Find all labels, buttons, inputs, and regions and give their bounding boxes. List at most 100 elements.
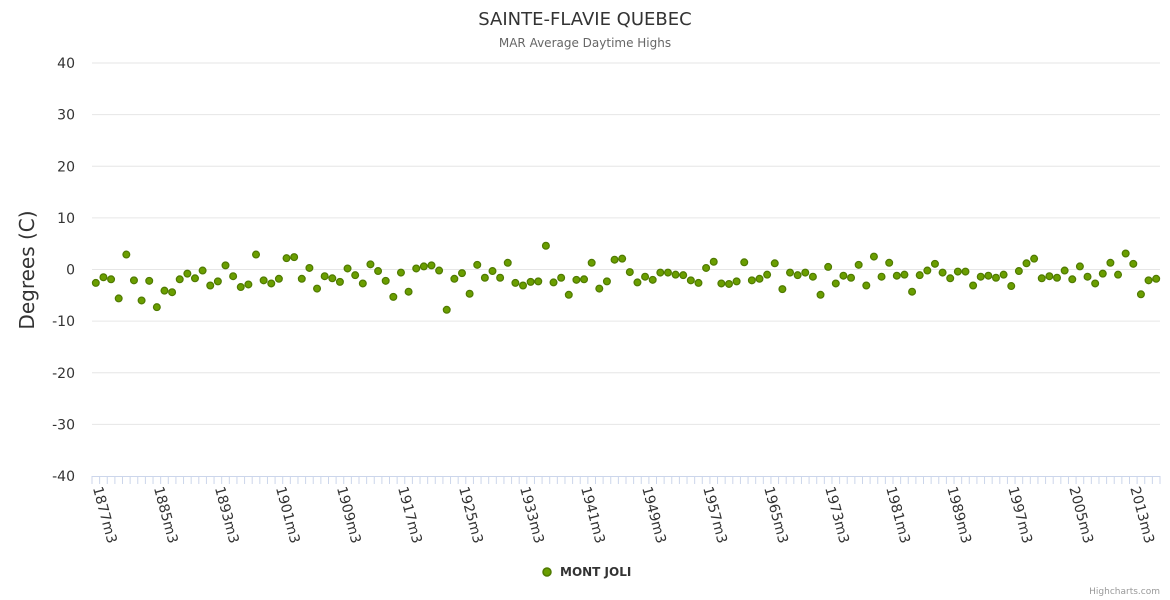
data-point[interactable] [450, 274, 459, 283]
data-point[interactable] [526, 277, 535, 286]
data-point[interactable] [793, 271, 802, 280]
data-point[interactable] [358, 279, 367, 288]
data-point[interactable] [709, 257, 718, 266]
data-point[interactable] [381, 276, 390, 285]
data-point[interactable] [679, 271, 688, 280]
data-point[interactable] [519, 281, 528, 290]
data-point[interactable] [984, 271, 993, 280]
data-point[interactable] [923, 266, 932, 275]
data-point[interactable] [847, 273, 856, 282]
data-point[interactable] [915, 271, 924, 280]
data-point[interactable] [129, 276, 138, 285]
data-point[interactable] [991, 273, 1000, 282]
data-point[interactable] [252, 250, 261, 259]
data-point[interactable] [1106, 258, 1115, 267]
data-point[interactable] [969, 281, 978, 290]
data-point[interactable] [694, 278, 703, 287]
data-point[interactable] [1152, 274, 1161, 283]
data-point[interactable] [313, 284, 322, 293]
data-point[interactable] [877, 272, 886, 281]
data-point[interactable] [839, 271, 848, 280]
data-point[interactable] [564, 290, 573, 299]
data-point[interactable] [404, 287, 413, 296]
data-point[interactable] [343, 264, 352, 273]
data-point[interactable] [587, 258, 596, 267]
data-point[interactable] [137, 296, 146, 305]
data-point[interactable] [816, 290, 825, 299]
data-point[interactable] [641, 272, 650, 281]
data-point[interactable] [1136, 290, 1145, 299]
data-point[interactable] [885, 258, 894, 267]
data-point[interactable] [114, 294, 123, 303]
data-point[interactable] [702, 263, 711, 272]
data-point[interactable] [854, 260, 863, 269]
data-point[interactable] [763, 270, 772, 279]
data-point[interactable] [862, 281, 871, 290]
data-point[interactable] [976, 272, 985, 281]
data-point[interactable] [99, 273, 108, 282]
data-point[interactable] [320, 272, 329, 281]
credits-link[interactable]: Highcharts.com [1089, 587, 1160, 597]
data-point[interactable] [1083, 272, 1092, 281]
data-point[interactable] [1053, 273, 1062, 282]
data-point[interactable] [389, 292, 398, 301]
data-point[interactable] [152, 303, 161, 312]
data-point[interactable] [786, 268, 795, 277]
data-point[interactable] [610, 255, 619, 264]
data-point[interactable] [488, 267, 497, 276]
data-point[interactable] [602, 277, 611, 286]
data-point[interactable] [465, 289, 474, 298]
data-point[interactable] [328, 274, 337, 283]
data-point[interactable] [1014, 267, 1023, 276]
data-point[interactable] [1098, 269, 1107, 278]
data-point[interactable] [274, 274, 283, 283]
data-point[interactable] [290, 253, 299, 262]
data-point[interactable] [374, 267, 383, 276]
data-point[interactable] [900, 270, 909, 279]
data-point[interactable] [1068, 275, 1077, 284]
data-point[interactable] [1114, 270, 1123, 279]
data-point[interactable] [457, 269, 466, 278]
data-point[interactable] [740, 258, 749, 267]
data-point[interactable] [419, 262, 428, 271]
data-point[interactable] [427, 261, 436, 270]
data-point[interactable] [953, 267, 962, 276]
data-point[interactable] [831, 279, 840, 288]
data-point[interactable] [221, 261, 230, 270]
data-point[interactable] [412, 264, 421, 273]
data-point[interactable] [351, 271, 360, 280]
data-point[interactable] [122, 250, 131, 259]
data-point[interactable] [396, 268, 405, 277]
data-point[interactable] [808, 272, 817, 281]
data-point[interactable] [1045, 272, 1054, 281]
data-point[interactable] [1129, 259, 1138, 268]
data-point[interactable] [236, 283, 245, 292]
data-point[interactable] [435, 266, 444, 275]
data-point[interactable] [107, 275, 116, 284]
data-point[interactable] [183, 269, 192, 278]
data-point[interactable] [206, 281, 215, 290]
data-point[interactable] [908, 287, 917, 296]
data-point[interactable] [732, 277, 741, 286]
data-point[interactable] [618, 254, 627, 263]
data-point[interactable] [534, 277, 543, 286]
data-point[interactable] [625, 268, 634, 277]
data-point[interactable] [656, 268, 665, 277]
data-point[interactable] [168, 288, 177, 297]
data-point[interactable] [175, 275, 184, 284]
data-point[interactable] [259, 276, 268, 285]
data-point[interactable] [671, 270, 680, 279]
data-point[interactable] [267, 279, 276, 288]
data-point[interactable] [366, 260, 375, 269]
data-point[interactable] [282, 254, 291, 263]
data-point[interactable] [557, 273, 566, 282]
data-point[interactable] [305, 263, 314, 272]
data-point[interactable] [198, 266, 207, 275]
data-point[interactable] [335, 277, 344, 286]
data-point[interactable] [663, 268, 672, 277]
data-point[interactable] [1030, 254, 1039, 263]
data-point[interactable] [213, 277, 222, 286]
data-point[interactable] [229, 272, 238, 281]
data-point[interactable] [480, 273, 489, 282]
data-point[interactable] [755, 274, 764, 283]
